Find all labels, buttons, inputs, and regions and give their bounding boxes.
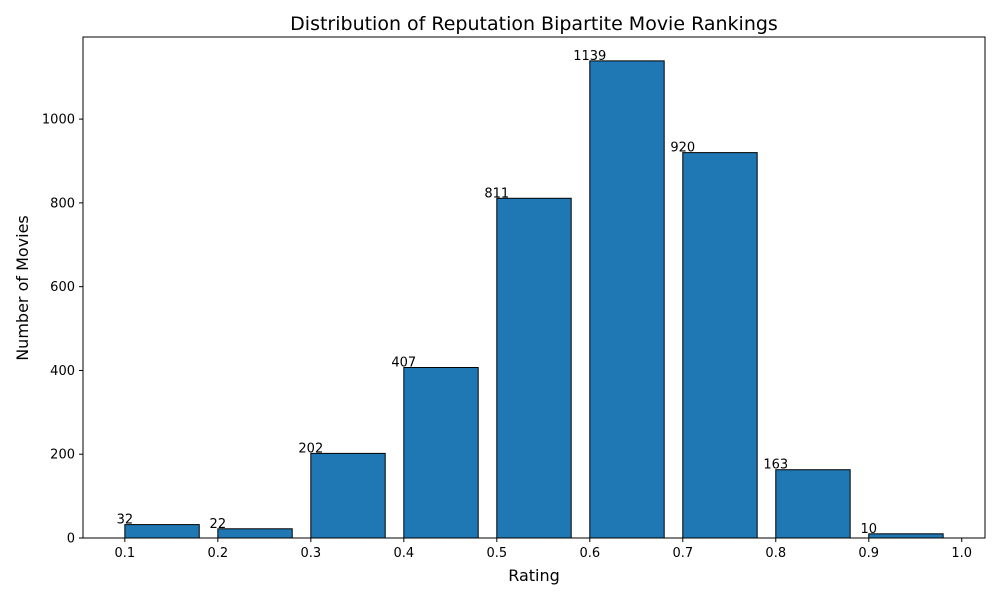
y-tick-label-1: 200 (50, 448, 75, 463)
bar-labels-group: 32 22 202 407 811 1139 920 163 10 (117, 49, 877, 537)
y-tick-label-5: 1000 (42, 113, 75, 128)
x-tick-label-1: 0.2 (207, 546, 228, 561)
bar-value-label-7: 163 (763, 458, 788, 473)
x-axis-label: Rating (508, 566, 560, 585)
bar-value-label-2: 202 (298, 441, 323, 456)
bar-3 (403, 367, 479, 539)
x-tick-label-7: 0.8 (765, 546, 786, 561)
bar-value-label-6: 920 (670, 141, 695, 156)
x-axis-ticks: 0.1 0.2 0.3 0.4 0.5 0.6 0.7 0.8 0.9 1.0 (115, 538, 972, 561)
bar-7 (775, 469, 851, 539)
x-tick-label-2: 0.3 (300, 546, 321, 561)
bar-value-label-4: 811 (484, 186, 509, 201)
chart-title: Distribution of Reputation Bipartite Mov… (290, 13, 778, 35)
bar-8 (868, 533, 944, 539)
y-tick-label-4: 800 (50, 196, 75, 211)
y-tick-label-0: 0 (67, 532, 75, 547)
x-tick-label-6: 0.7 (672, 546, 693, 561)
x-tick-label-0: 0.1 (115, 546, 136, 561)
y-axis-label: Number of Movies (13, 215, 32, 361)
bars-group (124, 60, 944, 539)
bar-value-label-3: 407 (391, 356, 416, 371)
bar-value-label-5: 1139 (573, 49, 606, 64)
x-tick-label-5: 0.6 (579, 546, 600, 561)
bar-6 (682, 152, 758, 539)
y-axis-ticks: 0 200 400 600 800 1000 (42, 113, 83, 547)
bar-0 (124, 524, 200, 539)
bar-value-label-8: 10 (860, 522, 877, 537)
y-tick-label-3: 600 (50, 280, 75, 295)
bar-2 (310, 452, 386, 539)
bar-1 (217, 528, 293, 539)
x-tick-label-4: 0.5 (486, 546, 507, 561)
bar-4 (496, 197, 572, 539)
bar-5 (589, 60, 665, 539)
x-tick-label-3: 0.4 (393, 546, 414, 561)
bar-value-label-1: 22 (210, 517, 227, 532)
x-tick-label-8: 0.9 (858, 546, 879, 561)
bar-value-label-0: 32 (117, 513, 134, 528)
x-tick-label-9: 1.0 (951, 546, 972, 561)
plot-frame (82, 36, 986, 539)
y-tick-label-2: 400 (50, 364, 75, 379)
